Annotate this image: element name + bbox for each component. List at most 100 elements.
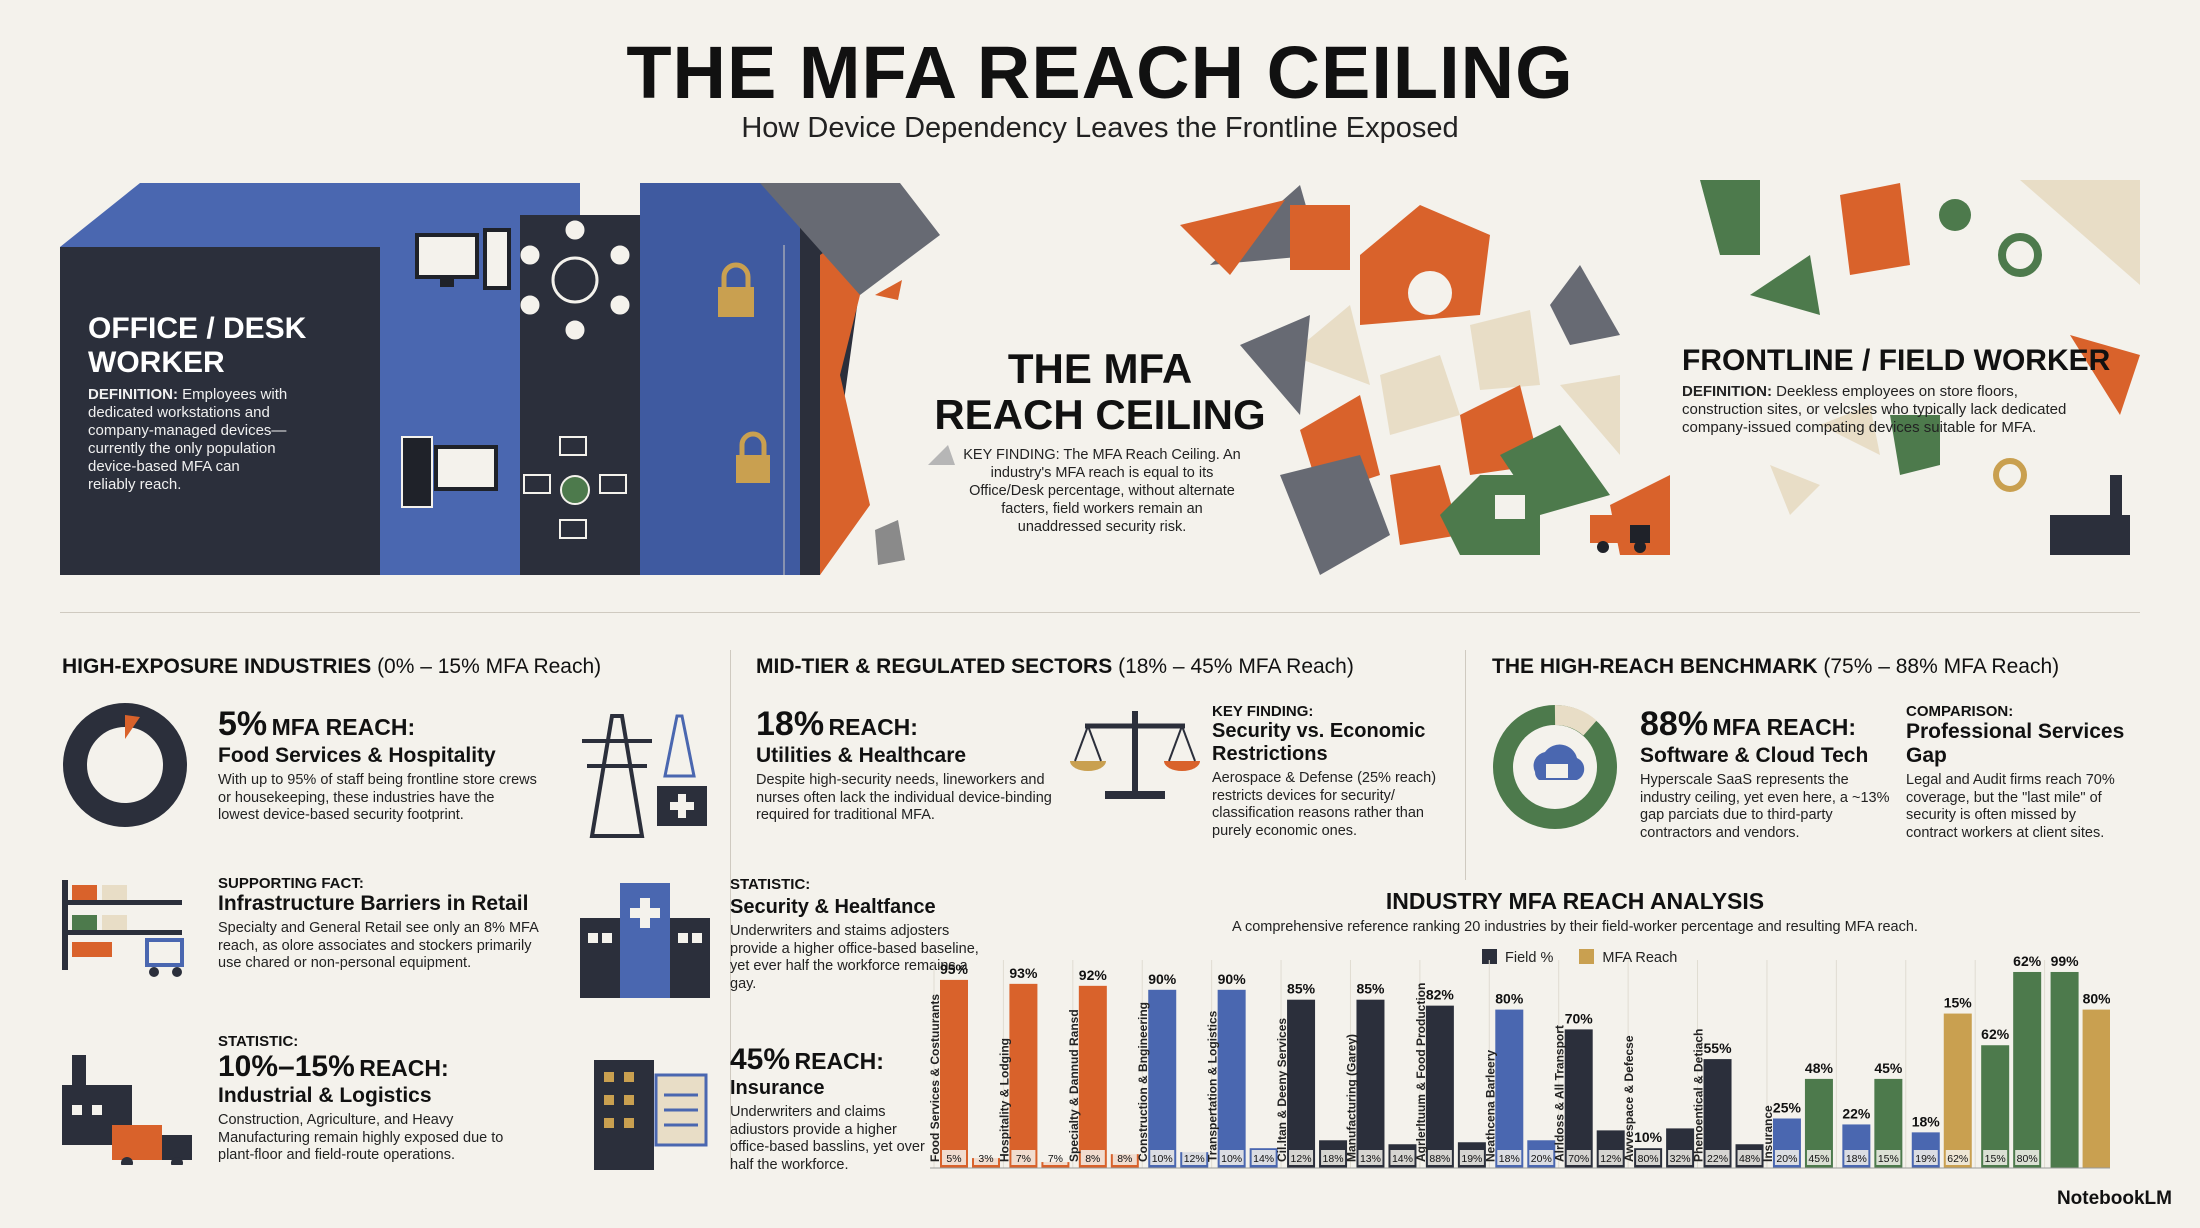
chart-bottom-tag-reach: 8% [1117,1153,1132,1165]
shard [875,280,902,300]
shard-grey-4 [1280,455,1390,575]
column-divider-2 [1465,650,1466,880]
field-worker-definition: DEFINITION: Deekless employees on store … [1682,383,2092,437]
chart-bar-reach [2013,971,2042,1168]
chart-label-field: 95% [940,961,969,977]
shard-beige-6 [1770,465,1820,515]
chart-bottom-tag-bg [1289,1150,1314,1165]
donut-5-percent-icon [63,703,187,827]
chart-bottom-tag-reach: 45% [1808,1153,1829,1165]
chart-bottom-tag-bg [1011,1150,1036,1165]
computer-icon [401,436,498,508]
chart-label-field: 18% [1912,1113,1941,1129]
hardhat-icon [1408,271,1452,315]
chart-bottom-tag-bg [1844,1150,1869,1165]
chart-bottom-tag-field: 8% [1085,1153,1100,1165]
chart-bar-field [1217,989,1246,1168]
chart-legend: Field % MFA Reach [1482,949,1677,966]
shard-orange-5 [2070,335,2140,415]
chart-bottom-tag-bg [1876,1150,1901,1165]
network-lock-icon [520,220,630,340]
chart-label-field: 22% [1842,1105,1871,1121]
shard-green-2 [1750,255,1820,315]
chart-bottom-tag-bg [1806,1150,1831,1165]
office-panel-dark [520,215,640,575]
chart-bottom-tag-reach: 18% [1323,1153,1344,1165]
legend-field: Field % [1482,949,1553,966]
hardhat-block [1360,205,1490,325]
office-def-label: DEFINITION: [88,386,178,403]
chart-bottom-tag-bg [942,1150,966,1165]
professional-services-block: COMPARISON: Professional Services Gap Le… [1906,703,2125,841]
chart-bottom-tag-reach: 12% [1600,1153,1621,1165]
chart-bar-field [1564,1029,1593,1168]
shard-grey-2 [1240,315,1310,415]
retail-barriers-block: SUPPORTING FACT: Infrastructure Barriers… [218,875,538,971]
chart-label-field: 92% [1079,967,1108,983]
chart-label-field: 85% [1356,981,1385,997]
office-worker-definition: DEFINITION: Employees with dedicated wor… [88,386,288,494]
utilities-healthcare-block: 18% REACH: Utilities & Healthcare Despit… [756,705,1052,823]
chart-bottom-tag-field: 70% [1568,1153,1589,1165]
chart-label-field: 82% [1426,987,1455,1003]
high-exposure-heading: HIGH-EXPOSURE INDUSTRIES (0% – 15% MFA R… [62,655,602,678]
chart-category-label: Insurance [1761,1105,1775,1162]
chart-bottom-tag-reach: 32% [1670,1153,1691,1165]
office-crack-orange [820,215,880,575]
chart-category-label: Agrlerltuum & Food Production [1414,983,1428,1162]
chart-bottom-tag-field: 10% [1152,1153,1173,1165]
chart-label-field: 80% [1495,991,1524,1007]
chart-label-reach: 62% [2013,953,2042,969]
chart-category-label: Hospitality & Lodging [997,1038,1011,1162]
chart-bottom-tag-bg [974,1150,998,1165]
power-tower-medkit-icon [582,714,707,838]
hospital-building-icon [580,883,710,998]
chart-bottom-tag-bg [1321,1150,1346,1165]
chart-bar-field [1009,983,1038,1168]
chart-category-label: Phenoentical & Detiach [1692,1029,1706,1162]
shard-beige-4 [2020,180,2140,285]
brand-logo: NotebookLM [2056,1188,2172,1209]
security-healthcare-block: STATISTIC: [730,876,811,893]
padlock-icon-2 [736,431,770,483]
shard [928,445,955,465]
factory-icon [2050,475,2130,555]
field-def-label: DEFINITION: [1682,383,1772,400]
chart-label-field: 99% [2051,953,2080,969]
chart-bottom-tag-field: 13% [1360,1153,1381,1165]
desktop-icon [415,228,511,290]
chart-bar-field [1495,1009,1524,1168]
hero-graphic [60,180,2140,575]
laptop-network-icon [523,436,627,539]
software-cloud-block: 88% MFA REACH: Software & Cloud Tech Hyp… [1640,705,1890,841]
chart-bottom-tag-bg [1945,1150,1970,1165]
hero-illustration [60,175,2140,575]
office-def-text: Employees with dedicated workstations an… [88,386,288,493]
hands-tile [1890,415,1940,475]
industrial-logistics-block: STATISTIC: 10%–15% REACH: Industrial & L… [218,1033,504,1163]
page-title: THE MFA REACH CEILING [626,31,1574,114]
office-block-front [60,247,380,575]
shard-beige [1290,305,1370,385]
office-crack-grey [760,183,940,295]
chart-label-field: 90% [1148,971,1177,987]
chart-bottom-tag-bg [1566,1150,1591,1165]
chart-bottom-tag-bg [1636,1150,1661,1165]
chart-bottom-tag-bg [1497,1150,1522,1165]
retail-shelf-icon [62,880,184,977]
chart-bar-field [1287,999,1316,1168]
medkit-icon [1495,495,1525,519]
chart-bottom-tag-bg [1219,1150,1244,1165]
chart-label-reach: 80% [2083,991,2110,1007]
chart-bottom-tag-bg [1737,1150,1762,1165]
chart-bottom-tag-reach: 3% [978,1153,993,1165]
chart-bottom-tag-reach: 62% [1947,1153,1968,1165]
chart-bottom-tag-bg [1529,1150,1554,1165]
mfa-reach-bar-chart: 95% Food Services & Costuurants 5% 3% 93% Hos… [930,953,2110,1169]
chart-category-label: Neathcena Barleery [1483,1050,1497,1162]
chart-bar-field [940,979,968,1168]
chart-bottom-tag-reach: 48% [1739,1153,1760,1165]
chart-bottom-tag-field: 80% [1638,1153,1659,1165]
chart-bottom-tag-field: 12% [1291,1153,1312,1165]
chart-category-label: Construction & Bngineering [1136,1002,1150,1162]
